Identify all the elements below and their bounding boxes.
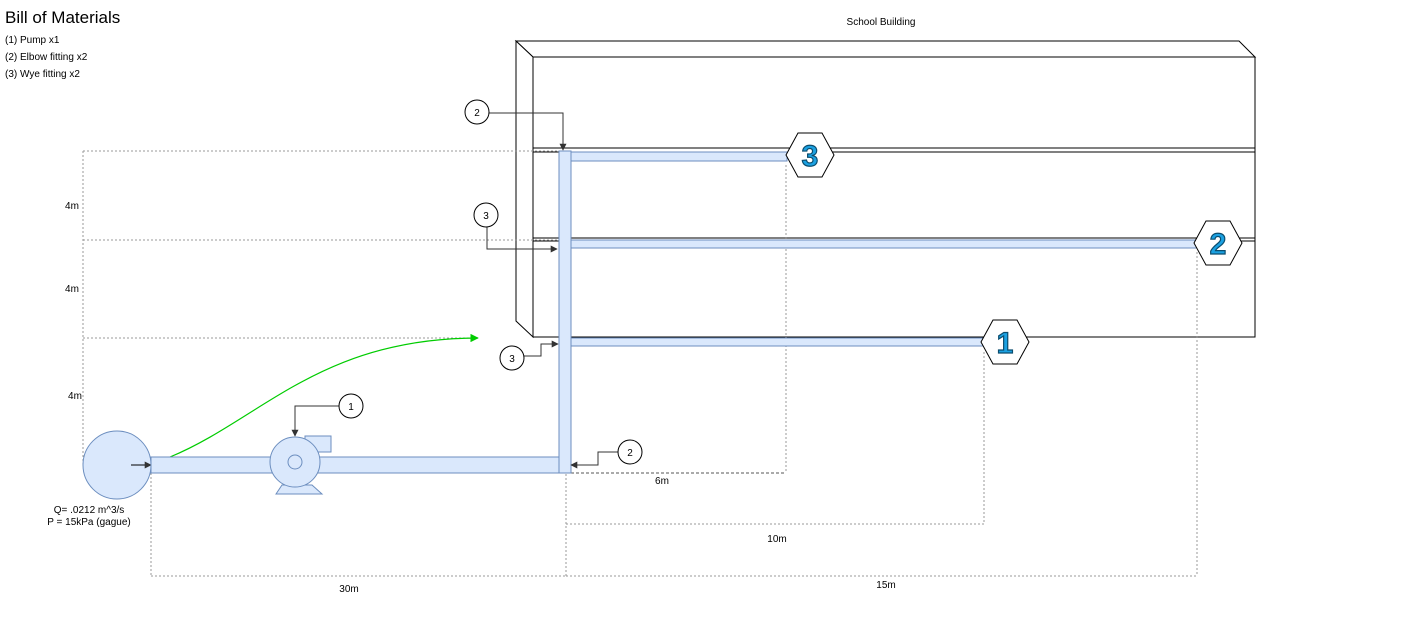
callout-pump: 1 xyxy=(338,393,364,419)
building-label: School Building xyxy=(847,17,916,28)
pump-icon xyxy=(269,435,332,495)
dim-label-10m: 10m xyxy=(767,534,786,545)
outlet-label-1: 1 xyxy=(997,327,1014,360)
bom-item-elbow: (2) Elbow fitting x2 xyxy=(5,52,88,63)
branch-pipe-top xyxy=(570,151,788,162)
svg-text:3: 3 xyxy=(509,354,515,365)
dim-label-15m: 15m xyxy=(876,580,895,591)
callout-wye-bottom: 3 xyxy=(499,345,525,371)
dim-label-30m: 30m xyxy=(339,584,358,595)
branch-pipe-middle xyxy=(570,239,1198,249)
callout-elbow-bottom: 2 xyxy=(617,439,643,465)
svg-text:3: 3 xyxy=(483,211,489,222)
bom-item-pump: (1) Pump x1 xyxy=(5,35,60,46)
svg-text:2: 2 xyxy=(474,108,480,119)
callout-wye-middle: 3 xyxy=(473,202,499,228)
outlet-label-2: 2 xyxy=(1210,228,1227,261)
dimension-guides xyxy=(82,150,1198,577)
dim-label-vertical-2: 4m xyxy=(65,284,79,295)
svg-text:1: 1 xyxy=(348,402,354,413)
outlet-hexagon-1: 1 xyxy=(980,319,1030,365)
bom-item-wye: (3) Wye fitting x2 xyxy=(5,69,80,80)
dim-label-vertical-3: 4m xyxy=(68,391,82,402)
bom-title: Bill of Materials xyxy=(5,8,121,27)
school-building xyxy=(514,39,1257,339)
callout-elbow-top: 2 xyxy=(464,99,490,125)
outlet-label-3: 3 xyxy=(802,140,819,173)
svg-text:2: 2 xyxy=(627,448,633,459)
riser-pipe xyxy=(558,150,572,474)
callout-leaders xyxy=(291,112,618,469)
main-supply-pipe xyxy=(150,456,560,474)
flow-line xyxy=(169,333,479,458)
branch-pipe-bottom xyxy=(570,337,985,347)
source-flow-rate: Q= .0212 m^3/s xyxy=(54,505,125,516)
dim-label-6m: 6m xyxy=(655,476,669,487)
dim-label-vertical-1: 4m xyxy=(65,201,79,212)
outlet-hexagon-3: 3 xyxy=(785,132,835,178)
pipe-network xyxy=(150,150,1198,474)
source-pressure: P = 15kPa (gague) xyxy=(47,517,131,528)
outlet-hexagon-2: 2 xyxy=(1193,220,1243,266)
